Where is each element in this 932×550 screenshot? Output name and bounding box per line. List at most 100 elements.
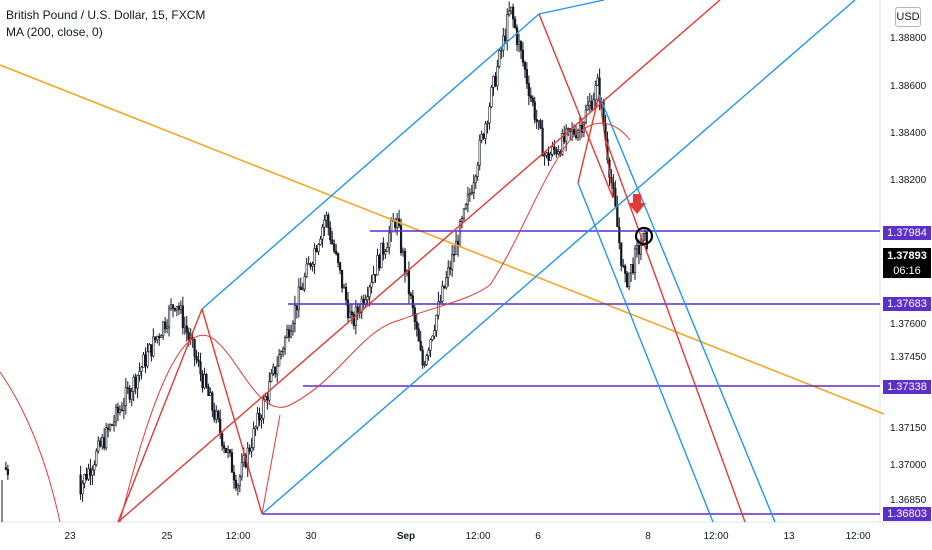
candles — [1, 1, 648, 522]
candle-body — [637, 245, 641, 255]
candle-body — [580, 125, 584, 133]
currency-button[interactable]: USD — [895, 7, 921, 27]
candle-body — [142, 354, 145, 368]
candle-body — [144, 354, 147, 367]
candle-body — [219, 418, 222, 434]
candle-body — [500, 49, 503, 52]
candle-body — [352, 314, 355, 326]
candle-body — [124, 387, 127, 407]
candle-body — [211, 392, 214, 411]
candle-body — [492, 76, 495, 88]
candle-body — [490, 86, 493, 108]
candle-body — [223, 445, 226, 449]
pitchfork-handle — [261, 414, 281, 515]
candle-body — [456, 240, 460, 248]
candle-body — [323, 219, 326, 228]
candle-body — [594, 85, 597, 101]
candle-body — [238, 476, 241, 487]
candle-body — [510, 6, 513, 12]
candle-body — [270, 373, 273, 382]
countdown-tag: 06:16 — [883, 264, 931, 278]
symbol-title[interactable]: British Pound / U.S. Dollar, 15, FXCM — [6, 8, 206, 22]
candle-body — [193, 339, 196, 357]
candle-body — [508, 10, 511, 16]
time-tick-label: Sep — [396, 531, 416, 542]
candle-body — [496, 66, 499, 87]
candle-body — [425, 355, 428, 365]
candle-body — [626, 273, 629, 288]
candle-body — [156, 335, 159, 341]
last-price-tag: 1.37893 — [883, 248, 931, 264]
candle-body — [130, 391, 133, 400]
candle-body — [368, 286, 371, 298]
candle-body — [449, 267, 452, 270]
candle-body — [307, 263, 310, 265]
candle-body — [167, 307, 171, 328]
candle-body — [407, 269, 411, 295]
candle-body — [504, 35, 507, 41]
candle-body — [331, 239, 334, 245]
candle-body — [478, 139, 481, 166]
candle-body — [250, 447, 253, 452]
candle-body — [433, 330, 436, 337]
candle-body — [462, 208, 466, 219]
pitchfork-handle — [538, 13, 614, 199]
candle-body — [624, 265, 627, 274]
candle-body — [254, 426, 257, 430]
candle-body — [366, 296, 369, 301]
candle-body — [112, 421, 116, 426]
candle-body — [533, 101, 536, 120]
candle-body — [110, 424, 114, 427]
candle-body — [305, 263, 308, 277]
legend: British Pound / U.S. Dollar, 15, FXCM MA… — [6, 7, 205, 41]
candle-body — [388, 232, 391, 248]
candle-body — [232, 472, 236, 481]
level-tag: 1.37984 — [883, 226, 931, 240]
candle-body — [321, 226, 324, 240]
candle-body — [4, 467, 7, 470]
candle-body — [199, 361, 202, 375]
candle-body — [215, 411, 218, 420]
pitchfork-lower — [577, 182, 714, 523]
indicator-label[interactable]: MA (200, close, 0) — [6, 25, 103, 39]
candle-body — [411, 295, 414, 309]
candle-body — [525, 69, 528, 84]
candle-body — [635, 245, 639, 250]
candle-body — [258, 413, 261, 421]
candle-body — [283, 337, 287, 350]
candle-body — [543, 154, 546, 157]
price-tick-label: 1.38400 — [890, 128, 927, 139]
pitchfork-handle — [201, 308, 263, 515]
candle-body — [335, 250, 338, 254]
candle-body — [633, 248, 637, 274]
level-tag: 1.37338 — [883, 380, 931, 394]
candle-body — [539, 120, 542, 129]
pitchfork-handle — [598, 94, 614, 199]
candle-body — [439, 301, 442, 303]
candle-body — [372, 274, 375, 283]
candle-body — [586, 105, 589, 111]
time-tick-label: 12:00 — [703, 531, 729, 542]
candle-body — [570, 129, 574, 132]
candle-body — [327, 214, 330, 228]
candle-body — [169, 304, 173, 309]
candle-body — [415, 321, 418, 330]
candle-body — [537, 120, 540, 122]
candle-body — [360, 298, 363, 313]
candle-body — [631, 264, 635, 274]
candle-body — [89, 468, 92, 476]
candle-body — [274, 366, 277, 375]
candle-body — [185, 325, 188, 333]
candle-body — [122, 405, 125, 411]
candle-body — [549, 154, 552, 161]
candle-body — [166, 326, 169, 330]
candle-body — [242, 455, 245, 463]
candle-body — [455, 240, 458, 255]
candle-body — [527, 83, 530, 97]
candle-body — [213, 409, 216, 420]
trendline — [0, 64, 885, 415]
candle-body — [162, 321, 165, 337]
pitchfork-median — [117, 0, 721, 523]
candle-body — [272, 366, 275, 374]
